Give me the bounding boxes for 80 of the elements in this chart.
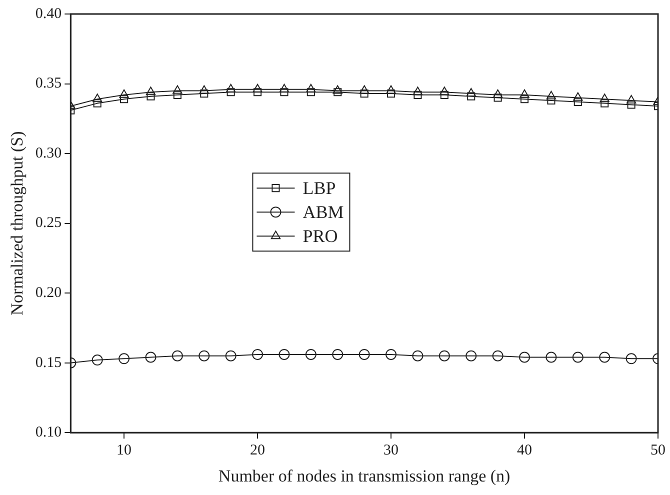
- point: [438, 350, 450, 362]
- point: [520, 95, 529, 104]
- point: [547, 96, 556, 105]
- y-tick-label: 0.20: [35, 285, 62, 302]
- x-tick-label: 50: [650, 442, 666, 459]
- point: [226, 88, 235, 96]
- point: [173, 90, 182, 99]
- point: [467, 92, 476, 100]
- point: [198, 350, 210, 362]
- point: [412, 86, 423, 96]
- y-tick-label: 0.15: [35, 354, 62, 371]
- point: [359, 85, 370, 94]
- y-tick-label: 0.10: [35, 424, 62, 441]
- x-tick-label: 20: [250, 442, 266, 459]
- point: [519, 352, 530, 363]
- point: [332, 348, 344, 360]
- point: [225, 350, 236, 362]
- x-axis-title: Number of nodes in transmission range (n): [218, 466, 510, 486]
- point: [626, 353, 637, 364]
- y-axis-title: Normalized throughput (S): [8, 131, 27, 316]
- point: [466, 88, 476, 97]
- y-tick-label: 0.35: [35, 76, 62, 92]
- point: [252, 84, 262, 92]
- point: [626, 95, 636, 104]
- legend-label: LBP: [302, 178, 336, 198]
- point: [226, 84, 236, 92]
- point: [412, 350, 424, 362]
- point: [332, 85, 342, 94]
- point: [494, 94, 502, 102]
- point: [627, 100, 636, 109]
- x-tick-label: 40: [517, 442, 532, 459]
- point: [172, 85, 182, 94]
- point: [573, 92, 583, 101]
- legend-label: PRO: [302, 226, 338, 246]
- point: [386, 90, 396, 98]
- point: [118, 353, 130, 364]
- point: [466, 350, 477, 362]
- point: [199, 85, 209, 94]
- point: [146, 86, 156, 96]
- point: [386, 348, 397, 360]
- legend-label: ABM: [302, 202, 344, 222]
- y-tick-label: 0.30: [35, 145, 62, 162]
- point: [145, 352, 156, 363]
- point: [119, 89, 129, 98]
- point: [440, 86, 450, 96]
- point: [600, 94, 610, 102]
- point: [279, 84, 290, 92]
- point: [280, 88, 288, 96]
- point: [572, 352, 584, 363]
- point: [414, 90, 422, 99]
- point: [306, 84, 316, 92]
- point: [172, 350, 183, 362]
- point: [358, 348, 370, 360]
- point: [492, 350, 504, 362]
- point: [305, 348, 316, 360]
- point: [360, 90, 368, 98]
- point: [440, 90, 448, 99]
- point: [200, 90, 208, 98]
- point: [520, 89, 530, 98]
- point: [92, 94, 102, 102]
- point: [93, 99, 102, 108]
- point: [492, 89, 503, 98]
- point: [334, 88, 342, 96]
- point: [278, 348, 290, 360]
- point: [599, 352, 610, 363]
- point: [120, 95, 128, 104]
- point: [254, 88, 262, 96]
- y-tick-label: 0.40: [35, 6, 62, 22]
- point: [92, 354, 103, 366]
- point: [600, 99, 609, 108]
- point: [146, 92, 155, 100]
- point: [252, 348, 264, 360]
- point: [386, 85, 396, 94]
- point: [546, 90, 556, 100]
- x-tick-label: 10: [116, 442, 132, 459]
- x-tick-label: 30: [384, 442, 399, 459]
- point: [306, 88, 315, 96]
- y-tick-label: 0.25: [35, 215, 62, 232]
- point: [546, 352, 557, 363]
- point: [574, 98, 582, 106]
